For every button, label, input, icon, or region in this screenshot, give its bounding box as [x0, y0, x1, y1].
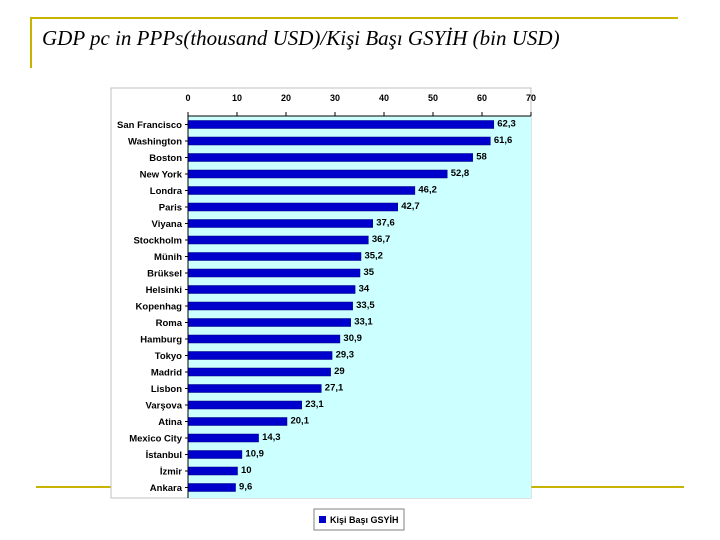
legend-swatch — [319, 516, 326, 523]
bar — [188, 417, 288, 426]
bar — [188, 235, 369, 245]
category-label: Roma — [156, 318, 183, 329]
category-label: Londra — [150, 186, 183, 197]
category-label: San Francisco — [117, 120, 182, 131]
category-label: Ankara — [150, 483, 183, 494]
bar — [188, 252, 362, 261]
bar — [188, 384, 322, 393]
bar — [188, 186, 416, 195]
category-label: Hamburg — [140, 335, 182, 346]
data-label: 10,9 — [245, 449, 264, 460]
category-label: Stockholm — [133, 236, 182, 247]
data-label: 35 — [364, 267, 375, 278]
x-tick-label: 40 — [379, 93, 389, 103]
data-label: 58 — [476, 152, 487, 163]
category-label: Atina — [158, 417, 182, 428]
bar — [188, 450, 243, 459]
bar — [188, 433, 259, 443]
category-label: Brüksel — [147, 269, 182, 280]
category-label: İzmir — [160, 467, 182, 478]
data-label: 29 — [334, 366, 345, 377]
bar — [188, 285, 356, 294]
legend: Kişi Başı GSYİH — [313, 508, 405, 531]
x-tick-label: 30 — [330, 93, 340, 103]
bar — [188, 120, 495, 129]
category-label: İstanbul — [146, 450, 182, 461]
data-label: 33,1 — [354, 317, 373, 328]
category-label: New York — [140, 170, 183, 181]
bar — [188, 268, 361, 278]
bar — [188, 136, 491, 146]
slide-title: GDP pc in PPPs(thousand USD)/Kişi Başı G… — [42, 26, 560, 50]
bar — [188, 400, 302, 410]
data-label: 29,3 — [336, 350, 355, 361]
data-label: 61,6 — [494, 135, 512, 146]
category-label: Lisbon — [151, 384, 182, 395]
bar — [188, 153, 473, 162]
bar — [188, 466, 238, 476]
title-accent-top-line — [30, 17, 678, 19]
data-label: 36,7 — [372, 234, 391, 245]
x-tick-label: 50 — [428, 93, 438, 103]
x-tick-label: 0 — [185, 93, 190, 103]
bar — [188, 202, 398, 212]
data-label: 10 — [241, 465, 252, 476]
title-accent-vertical-line — [30, 18, 32, 68]
x-tick-label: 60 — [477, 93, 487, 103]
category-label: Tokyo — [155, 351, 182, 362]
bar — [188, 483, 236, 492]
category-label: Viyana — [152, 219, 183, 230]
category-label: Varşova — [146, 401, 183, 412]
data-label: 33,5 — [356, 300, 375, 311]
data-label: 34 — [359, 284, 370, 295]
category-label: Paris — [159, 203, 182, 214]
bar — [188, 318, 351, 327]
data-label: 42,7 — [401, 201, 420, 212]
bar — [188, 334, 341, 344]
category-label: Helsinki — [146, 285, 182, 296]
data-label: 62,3 — [497, 119, 516, 130]
data-label: 20,1 — [290, 416, 309, 427]
bar — [188, 219, 373, 228]
bar — [188, 351, 333, 360]
data-label: 9,6 — [239, 482, 252, 493]
category-label: Münih — [154, 252, 182, 263]
category-label: Kopenhag — [136, 302, 183, 313]
category-label: Washington — [128, 137, 182, 148]
data-label: 37,6 — [376, 218, 395, 229]
category-label: Mexico City — [129, 434, 183, 445]
data-label: 52,8 — [451, 168, 470, 179]
data-label: 46,2 — [418, 185, 437, 196]
bar — [188, 301, 353, 311]
bar — [188, 169, 448, 179]
legend-box — [313, 508, 405, 531]
data-label: 14,3 — [262, 432, 281, 443]
bar — [188, 367, 331, 377]
x-tick-label: 10 — [232, 93, 242, 103]
x-tick-label: 70 — [526, 93, 536, 103]
legend-label: Kişi Başı GSYİH — [330, 515, 399, 525]
data-label: 23,1 — [305, 399, 324, 410]
x-tick-label: 20 — [281, 93, 291, 103]
data-label: 30,9 — [343, 333, 362, 344]
data-label: 27,1 — [325, 383, 344, 394]
category-label: Boston — [149, 153, 182, 164]
data-label: 35,2 — [364, 251, 383, 262]
category-label: Madrid — [151, 368, 182, 379]
